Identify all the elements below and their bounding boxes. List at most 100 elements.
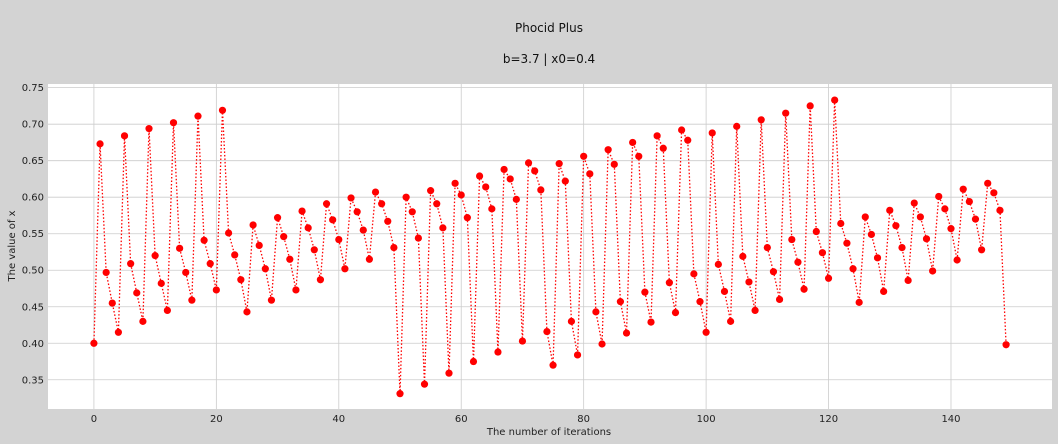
data-point (641, 288, 649, 296)
data-point (408, 208, 416, 216)
data-point (610, 160, 618, 168)
data-point (800, 285, 808, 293)
data-point (365, 255, 373, 263)
data-point (769, 268, 778, 276)
data-point (824, 274, 833, 282)
data-point (402, 193, 410, 201)
y-tick-label: 0.60 (22, 193, 44, 204)
data-point (243, 308, 251, 316)
data-point (524, 159, 533, 167)
data-point (543, 327, 551, 336)
data-point (671, 309, 680, 317)
data-point (396, 390, 404, 398)
data-point (592, 308, 600, 316)
data-point (622, 329, 631, 337)
data-point (616, 298, 625, 306)
data-point (965, 197, 973, 206)
data-point (249, 221, 257, 229)
data-point (200, 236, 208, 244)
data-point (310, 246, 318, 254)
y-axis-label: The value of x (7, 210, 18, 282)
x-tick-label: 120 (819, 414, 838, 425)
data-point (947, 225, 955, 233)
data-point (286, 255, 294, 263)
data-point (855, 298, 863, 306)
data-point (206, 260, 214, 268)
data-point (922, 235, 931, 243)
data-point (255, 241, 263, 249)
data-point (880, 287, 888, 296)
x-axis-label: The number of iterations (486, 427, 611, 438)
data-point (831, 96, 839, 104)
data-point (720, 287, 729, 296)
data-point (984, 179, 992, 187)
data-point (329, 216, 337, 224)
data-point (941, 205, 949, 213)
data-point (133, 289, 141, 297)
data-point (604, 146, 612, 154)
data-point (739, 252, 747, 260)
x-tick-label: 40 (332, 414, 345, 425)
y-tick-label: 0.65 (22, 156, 44, 167)
data-point (353, 208, 361, 216)
data-point (169, 119, 178, 127)
data-point (898, 244, 906, 252)
data-point (537, 186, 545, 194)
data-point (378, 200, 386, 208)
data-point (145, 124, 153, 133)
data-point (708, 129, 716, 137)
plot-area (48, 84, 1052, 409)
data-point (90, 339, 98, 347)
data-point (978, 246, 986, 254)
data-point (298, 207, 306, 215)
data-point (273, 214, 282, 222)
data-point (469, 357, 478, 366)
data-point (861, 213, 869, 221)
data-point (139, 317, 147, 325)
data-point (518, 337, 527, 345)
data-point (427, 187, 435, 195)
data-point (996, 206, 1004, 214)
data-point (849, 265, 857, 273)
data-point (702, 328, 710, 336)
data-point (451, 179, 459, 187)
data-point (316, 276, 325, 284)
data-point (231, 251, 239, 259)
data-point (929, 267, 937, 275)
data-point (696, 298, 704, 306)
data-point (794, 258, 802, 266)
data-point (237, 276, 245, 284)
data-point (341, 265, 349, 273)
data-point (837, 219, 845, 228)
data-point (580, 152, 588, 160)
grid-lines (48, 84, 1052, 409)
data-point (916, 213, 924, 221)
data-point (182, 268, 190, 277)
data-point (482, 183, 490, 191)
data-point (990, 189, 998, 197)
data-point (714, 260, 722, 268)
data-point (322, 200, 331, 208)
data-point (188, 296, 196, 304)
data-point (512, 195, 520, 203)
data-point (904, 276, 912, 285)
data-point (439, 224, 447, 232)
data-point (886, 206, 894, 214)
data-point (420, 380, 429, 388)
data-point (280, 233, 288, 241)
data-point (157, 279, 165, 287)
data-point (359, 226, 367, 234)
data-point (151, 252, 159, 260)
data-point (751, 306, 759, 314)
data-point (488, 205, 496, 213)
data-point (102, 268, 110, 277)
data-point (573, 351, 582, 359)
data-point (586, 170, 594, 178)
x-tick-label: 100 (697, 414, 716, 425)
x-tick-label: 140 (941, 414, 960, 425)
x-tick-label: 0 (91, 414, 97, 425)
data-point (561, 177, 569, 185)
data-point (953, 256, 961, 264)
data-point (176, 244, 184, 252)
data-point (843, 239, 851, 247)
